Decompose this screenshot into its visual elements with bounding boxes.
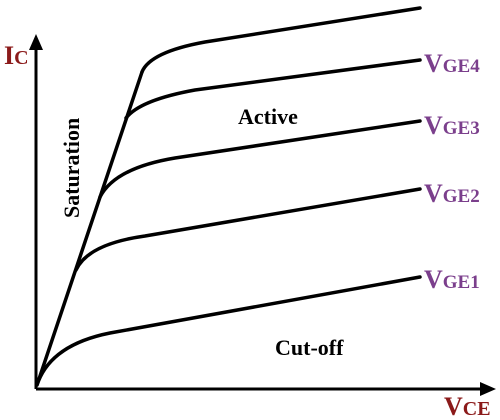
- y-axis-title-main: I: [4, 41, 14, 70]
- curve-label-vge1-sub: GE1: [443, 272, 480, 293]
- saturation-boundary-line: [35, 70, 144, 387]
- curve-label-vge3-main: V: [424, 111, 443, 140]
- curve-label-vge4-main: V: [424, 49, 443, 78]
- curve-label-vge4-sub: GE4: [443, 56, 480, 77]
- curve-label-vge2-main: V: [424, 179, 443, 208]
- characteristic-curve-vge1: [35, 275, 422, 387]
- x-axis-title: VCE: [444, 392, 491, 420]
- curve-label-vge2: VGE2: [424, 179, 480, 208]
- characteristic-curve-top: [140, 6, 422, 74]
- x-axis-arrow: [480, 382, 496, 396]
- curve-label-vge3-sub: GE3: [443, 118, 480, 139]
- curve-label-vge3: VGE3: [424, 111, 480, 140]
- y-axis-title: IC: [4, 41, 29, 70]
- y-axis-title-sub: C: [14, 47, 28, 69]
- curve-label-vge1-main: V: [424, 265, 443, 294]
- curve-label-vge4: VGE4: [424, 49, 480, 78]
- characteristic-curve-vge4: [124, 58, 422, 120]
- region-label-cutoff: Cut-off: [275, 335, 344, 360]
- characteristic-curve-vge3: [98, 119, 422, 199]
- curve-label-vge1: VGE1: [424, 265, 480, 294]
- characteristic-curve-vge2: [74, 187, 422, 272]
- y-axis-arrow: [29, 34, 43, 50]
- x-axis-title-main: V: [444, 392, 463, 420]
- curve-label-vge2-sub: GE2: [443, 186, 480, 207]
- region-label-active: Active: [238, 104, 298, 129]
- region-label-saturation: Saturation: [59, 118, 84, 218]
- x-axis-title-sub: CE: [463, 398, 491, 420]
